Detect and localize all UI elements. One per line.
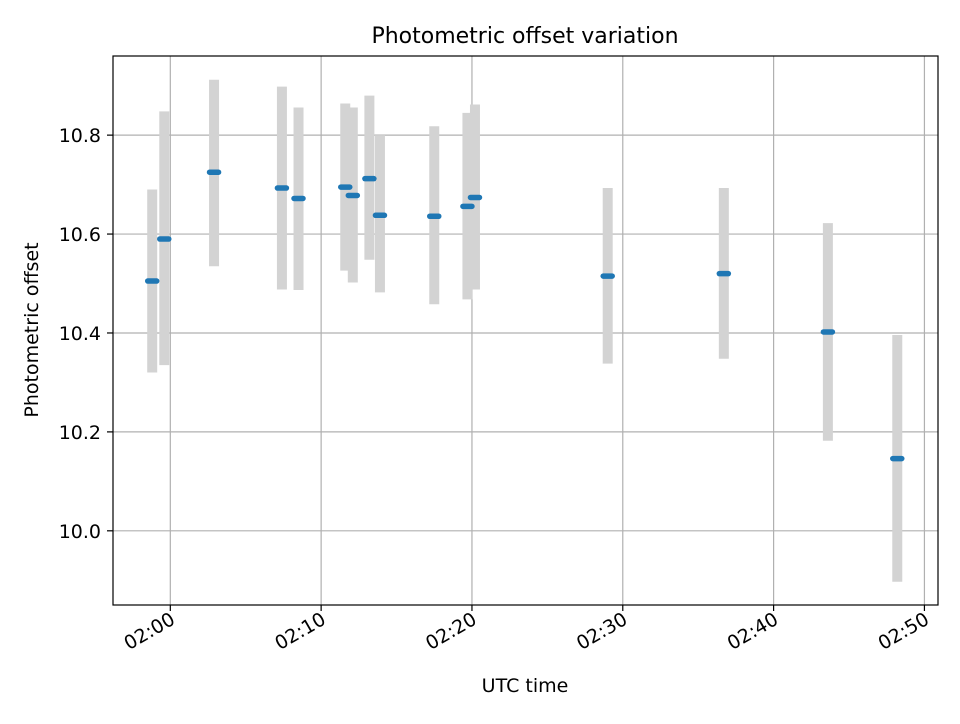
plot-frame [112, 55, 939, 606]
y-tick-label: 10.4 [59, 323, 101, 345]
y-axis-label: Photometric offset [21, 242, 43, 417]
x-axis-label: UTC time [482, 675, 569, 697]
y-axis-ticks: 10.0 10.2 10.4 10.6 10.8 [59, 125, 113, 543]
y-tick-label: 10.2 [59, 422, 101, 444]
y-tick-label: 10.0 [59, 521, 101, 543]
y-tick-label: 10.8 [59, 125, 101, 147]
chart-title: Photometric offset variation [371, 24, 678, 49]
data-points [144, 169, 905, 462]
y-tick-label: 10.6 [59, 224, 101, 246]
plot-area [113, 56, 938, 605]
